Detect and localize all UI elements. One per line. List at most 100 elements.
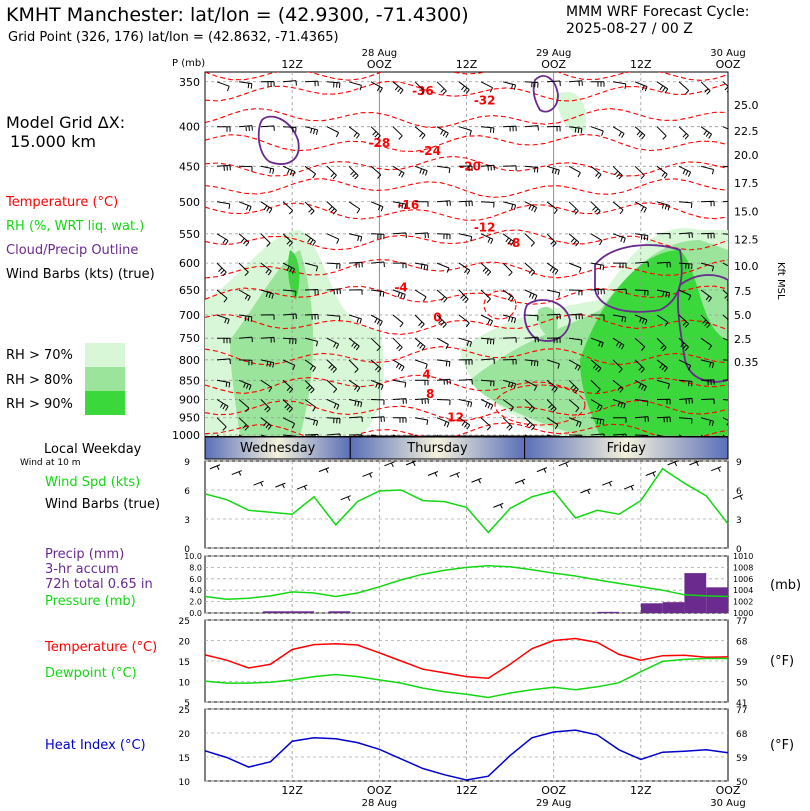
wind-barb [348, 261, 363, 268]
wind-barb [568, 337, 583, 346]
wind-barb [590, 379, 601, 394]
wind-barb [656, 201, 670, 211]
wind-barb [436, 417, 450, 428]
wind-barb [370, 434, 382, 436]
surface-wind-barb [384, 461, 395, 468]
wind-barb [568, 262, 582, 273]
heat-tick-label-right: 50 [736, 778, 748, 788]
wind-barb [304, 233, 316, 246]
bottom-date-label: 28 Aug [362, 798, 397, 809]
wind-barb [282, 126, 297, 133]
wind-barb [612, 379, 624, 393]
wind-barb [502, 399, 514, 412]
wind-barb [612, 81, 627, 89]
wind-barb [414, 289, 427, 302]
wind-barb [216, 358, 231, 364]
precip-bar [597, 611, 620, 613]
wind-barb [348, 314, 362, 324]
wind-barb [722, 126, 728, 130]
temp-tick-label: 15 [179, 658, 190, 668]
wind-barb [260, 165, 275, 174]
pressure-tick-label-right: 1004 [733, 586, 753, 595]
wind-barb [217, 337, 231, 344]
legend-rh90-swatch [85, 391, 125, 415]
isotherm-line [205, 80, 728, 102]
wind-barb [326, 379, 338, 394]
height-tick-label: 0.35 [734, 356, 759, 369]
wind-barb [524, 336, 539, 343]
wind-barb [458, 379, 473, 385]
heat-index-line [204, 729, 729, 781]
wind-barb [458, 81, 470, 95]
wind-barb [678, 379, 693, 387]
wind-barb [414, 398, 429, 405]
wind-barb [458, 337, 472, 347]
wind-barb [260, 289, 274, 299]
pressure-tick-label: 700 [179, 309, 200, 322]
wind-barb [282, 337, 297, 345]
wind-barb [216, 233, 229, 246]
wind-barb [612, 433, 627, 436]
wind-barb [678, 434, 683, 436]
precip-bar [640, 603, 663, 613]
wind-barb [722, 262, 728, 267]
temp-tick-label-right: 59 [736, 658, 748, 668]
wind-barb [634, 434, 649, 436]
wind-barb [392, 81, 404, 95]
isotherm-line [205, 107, 728, 128]
precip-bar [328, 611, 351, 613]
wind-barb [590, 399, 603, 411]
wind-barb [260, 417, 272, 430]
wind-barb [480, 164, 495, 171]
height-tick-label: 22.5 [734, 125, 759, 138]
wind-barb [392, 289, 406, 300]
wind-barb [282, 417, 296, 429]
isotherm-label: -36 [412, 84, 434, 98]
wind-barb [634, 233, 649, 241]
wind-barb [216, 289, 228, 303]
wind-barb [678, 126, 689, 140]
wind-barb [634, 201, 647, 213]
wind-barb [282, 289, 297, 297]
wind-barb [634, 314, 648, 325]
precip-bar [284, 611, 300, 613]
top-time-label: OOZ [716, 58, 741, 71]
precip-tick-label: 8.0 [189, 563, 202, 572]
precip-accum-label: 3-hr accum [45, 562, 119, 577]
wind-barb [414, 81, 425, 95]
precip-tick-label: 2.0 [189, 598, 202, 607]
temp-tick-label-right: 68 [736, 638, 748, 648]
model-grid-value: 15.000 km [10, 132, 96, 151]
pressure-tick-label-right: 1008 [733, 563, 753, 572]
wind-barb [304, 313, 319, 320]
wind-barb [480, 289, 491, 303]
wind-barb [546, 399, 557, 413]
wind-speed-label: Wind Spd (kts) [45, 475, 141, 490]
wind-barb [480, 81, 494, 93]
wind-barb [590, 288, 605, 295]
wind-barb [414, 417, 429, 425]
wind-barb [216, 81, 230, 92]
wind-barb [546, 434, 555, 436]
wind-barb [326, 399, 340, 410]
wind-barb [480, 233, 494, 245]
isotherm-label: 12 [447, 411, 464, 425]
wind-barb [436, 200, 451, 206]
wind-barb [502, 125, 517, 132]
cloud-outline [257, 115, 300, 165]
wind-barb [238, 262, 249, 277]
bottom-time-label: OOZ [367, 784, 392, 797]
isotherm-label: -4 [394, 280, 407, 294]
pressure-tick-label: 350 [179, 76, 200, 89]
wind-barb [458, 289, 469, 304]
pressure-tick-label: 600 [179, 257, 200, 270]
wind-barb [326, 126, 340, 138]
wind-barb [568, 359, 581, 371]
wind-barb [480, 337, 495, 345]
wind-barb [678, 337, 689, 352]
temperature-line [204, 637, 729, 679]
wind-barb [304, 289, 319, 295]
wind-barb [634, 399, 649, 407]
wind-barb [524, 417, 536, 431]
wind-barb [524, 201, 538, 213]
